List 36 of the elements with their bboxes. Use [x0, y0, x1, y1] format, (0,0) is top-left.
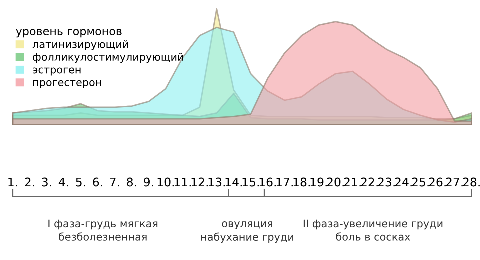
x-tick-label: 28.	[463, 178, 480, 187]
x-tick-label: 19.	[310, 178, 327, 187]
x-tick-label: 26.	[429, 178, 446, 187]
legend-label: эстроген	[33, 68, 81, 76]
x-tick-label: 14.	[226, 178, 242, 187]
x-tick-label: 17.	[276, 178, 293, 187]
x-tick-label: 8.	[127, 178, 136, 187]
legend-label: фолликулостимулирующий	[33, 53, 184, 64]
x-tick-label: 4.	[58, 178, 68, 187]
x-tick-label: 23.	[378, 178, 395, 187]
legend-title: уровень гормонов	[16, 29, 122, 38]
x-tick-label: 22.	[361, 178, 378, 187]
x-tick-label: 1.	[8, 178, 18, 187]
x-tick-label: 7.	[110, 178, 120, 187]
x-tick-label: 20.	[327, 178, 344, 187]
x-tick-label: 10.	[158, 178, 174, 187]
x-tick-label: 15.	[242, 178, 260, 187]
text: I фаза-грудь мягкая безболезненная	[48, 220, 158, 241]
x-tick-label: 3.	[42, 178, 52, 187]
x-tick-label: 5.	[76, 178, 86, 187]
x-tick-label: 16.	[260, 178, 276, 187]
legend-label: прогестерон	[33, 80, 102, 88]
x-tick-label: 24.	[395, 178, 412, 187]
x-tick-label: 6.	[93, 178, 102, 187]
x-tick-label: 27.	[446, 178, 463, 187]
x-tick-label: 13.	[208, 178, 226, 187]
x-tick-label: 9.	[144, 178, 154, 187]
x-tick-label: 21.	[344, 178, 361, 187]
legend-label: латинизирующий	[32, 40, 128, 50]
x-tick-label: 18.	[294, 178, 310, 187]
x-tick-label: 2.	[25, 178, 34, 187]
x-tick-label: 25.	[412, 178, 429, 187]
x-tick-label: 11.	[174, 178, 192, 187]
text: овуляция набухание груди	[202, 222, 294, 244]
x-tick-label: 12.	[192, 178, 208, 187]
text: II фаза-увеличение груди боль в сосках	[304, 220, 443, 241]
